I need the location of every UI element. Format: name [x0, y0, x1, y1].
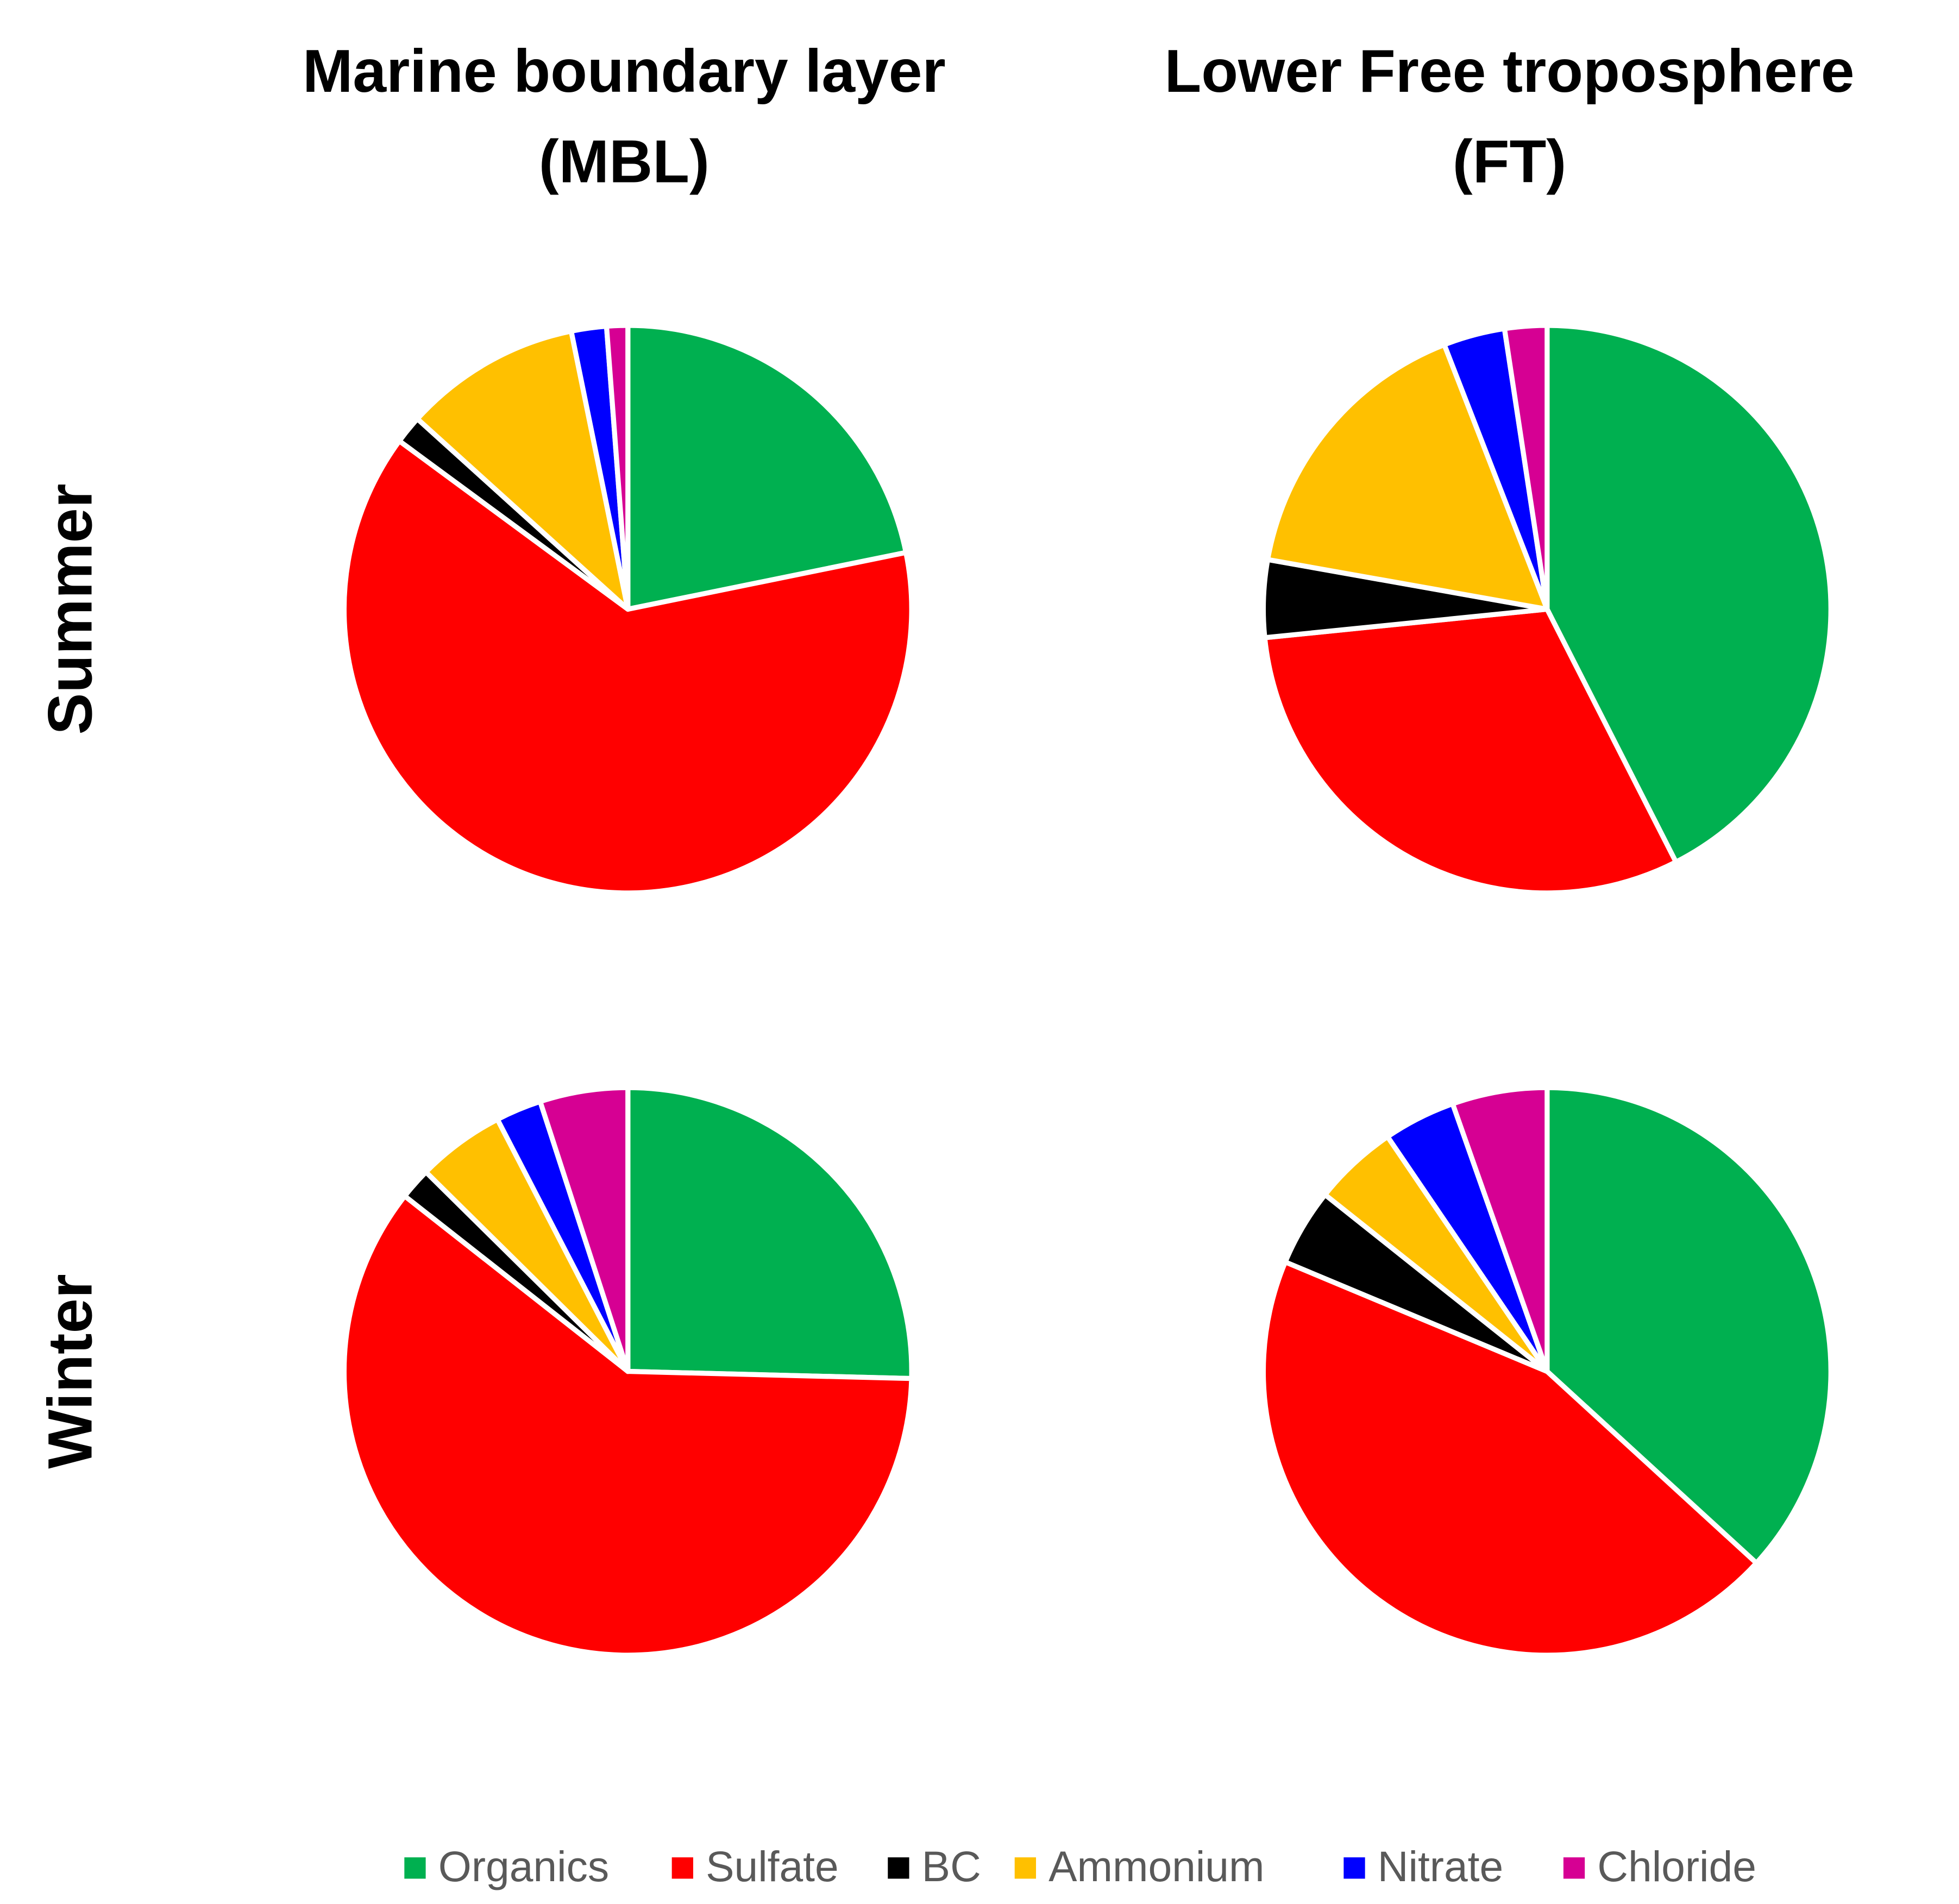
pie-slice	[625, 1085, 914, 1381]
row-label: Winter	[35, 1274, 105, 1468]
legend-swatch	[888, 1857, 909, 1879]
pie-slice	[341, 1193, 914, 1658]
pie-slice	[625, 323, 909, 612]
legend-label: Nitrate	[1378, 1843, 1503, 1890]
legend-label: Chloride	[1597, 1843, 1756, 1890]
column-title: (FT)	[1453, 128, 1566, 196]
column-title: (MBL)	[539, 128, 709, 196]
legend-label: Organics	[438, 1843, 609, 1890]
pie-slice	[537, 1085, 631, 1374]
legend-label: Ammonium	[1048, 1843, 1264, 1890]
legend-label: BC	[922, 1843, 981, 1890]
pie-slice	[341, 438, 914, 896]
column-title: Lower Free troposphere	[1165, 37, 1855, 105]
pie-slice	[1450, 1085, 1550, 1374]
legend-swatch	[1343, 1857, 1365, 1879]
legend-swatch	[1563, 1857, 1585, 1879]
legend-label: Sulfate	[706, 1843, 839, 1890]
pie-slice	[604, 323, 631, 612]
pie-slice	[415, 328, 631, 612]
legend-swatch	[671, 1857, 693, 1879]
legend-swatch	[404, 1857, 426, 1879]
pie-slice	[1260, 1259, 1759, 1658]
pie-slice	[1502, 323, 1550, 612]
pie-slice	[1544, 1085, 1834, 1566]
pie-slice	[1265, 342, 1550, 612]
pie-slice	[1544, 323, 1834, 865]
legend-swatch	[1014, 1857, 1037, 1879]
row-label: Summer	[35, 483, 105, 734]
pie-slice	[1262, 606, 1679, 896]
column-title: Marine boundary layer	[303, 37, 946, 105]
